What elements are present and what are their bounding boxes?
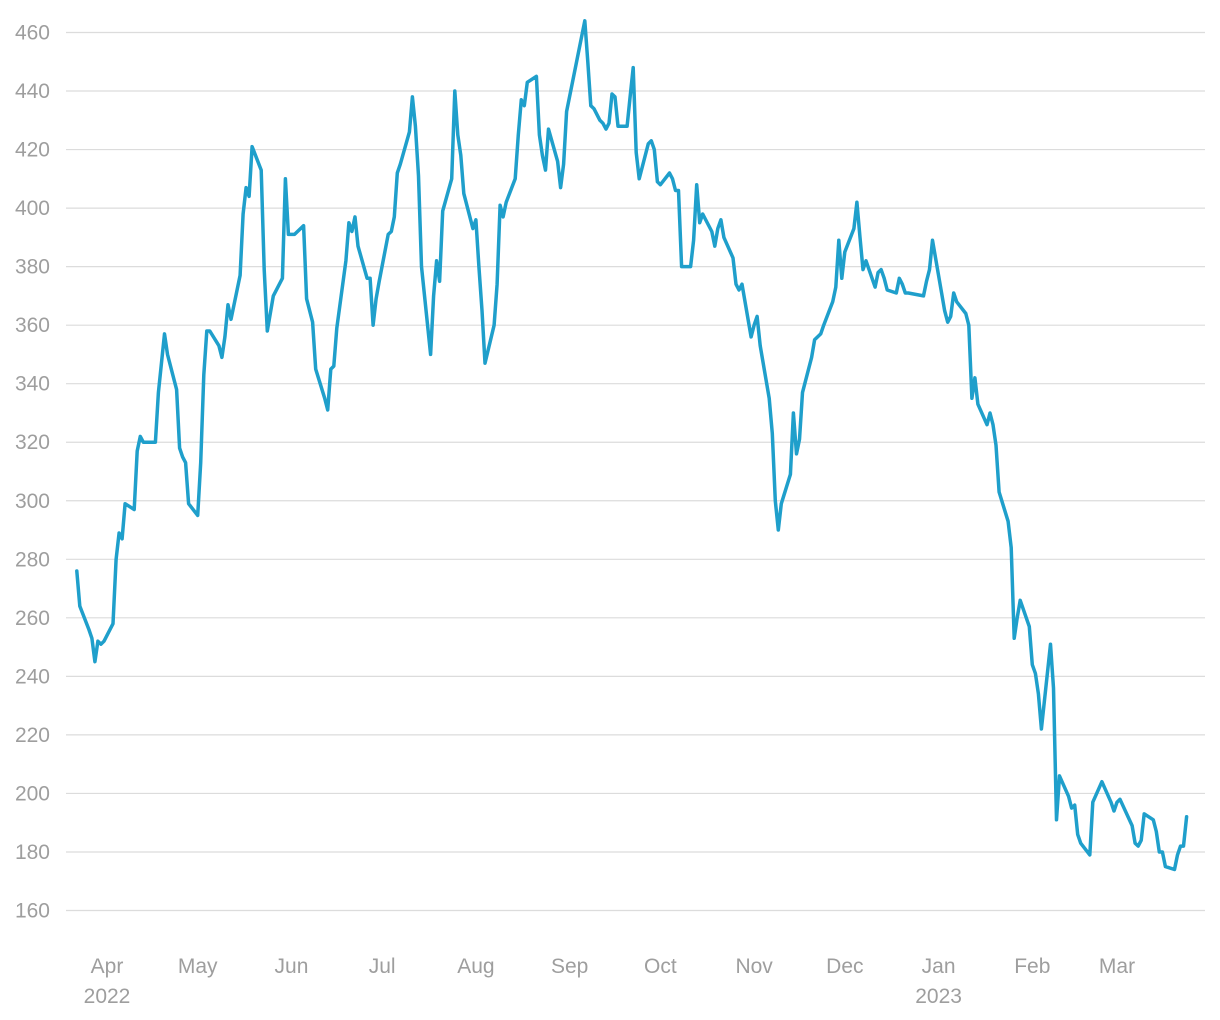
x-tick-label: Mar (1099, 955, 1135, 978)
y-tick-label: 240 (15, 665, 50, 688)
x-tick-label: Dec (826, 955, 863, 978)
y-tick-label: 220 (15, 724, 50, 747)
y-tick-label: 420 (15, 139, 50, 162)
x-tick-label: Feb (1014, 955, 1050, 978)
y-tick-label: 280 (15, 548, 50, 571)
y-tick-label: 260 (15, 607, 50, 630)
y-tick-label: 340 (15, 373, 50, 396)
y-tick-label: 360 (15, 314, 50, 337)
x-tick-label: Sep (551, 955, 588, 978)
grid (66, 31, 1205, 912)
y-tick-label: 160 (15, 900, 50, 923)
y-tick-label: 300 (15, 490, 50, 513)
x-tick-label: Jun (275, 955, 309, 978)
x-tick-label: Nov (735, 955, 773, 978)
y-tick-label: 380 (15, 256, 50, 279)
x-tick-label: Jan (922, 955, 956, 978)
x-tick-year-label: 2022 (84, 985, 131, 1008)
y-tick-label: 400 (15, 197, 50, 220)
y-tick-label: 440 (15, 80, 50, 103)
series-line-0 (75, 19, 1189, 872)
y-tick-label: 200 (15, 782, 50, 805)
y-axis: 160 180 200 220 240 260 280 300 320 340 360 380 400 4… (15, 22, 50, 923)
x-tick-year-label: 2023 (915, 985, 962, 1008)
x-tick-label: May (178, 955, 218, 978)
y-tick-label: 180 (15, 841, 50, 864)
x-tick-label: Oct (644, 955, 677, 978)
x-tick-label: Aug (457, 955, 494, 978)
y-tick-label: 460 (15, 22, 50, 45)
x-axis: Apr 2022 May Jun Jul Aug Sep Oct Nov Dec Jan 2023 Fe… (84, 955, 1135, 1008)
x-tick-label: Jul (369, 955, 396, 978)
y-tick-label: 320 (15, 431, 50, 454)
series-layer (75, 19, 1189, 872)
x-tick-label: Apr (91, 955, 124, 978)
